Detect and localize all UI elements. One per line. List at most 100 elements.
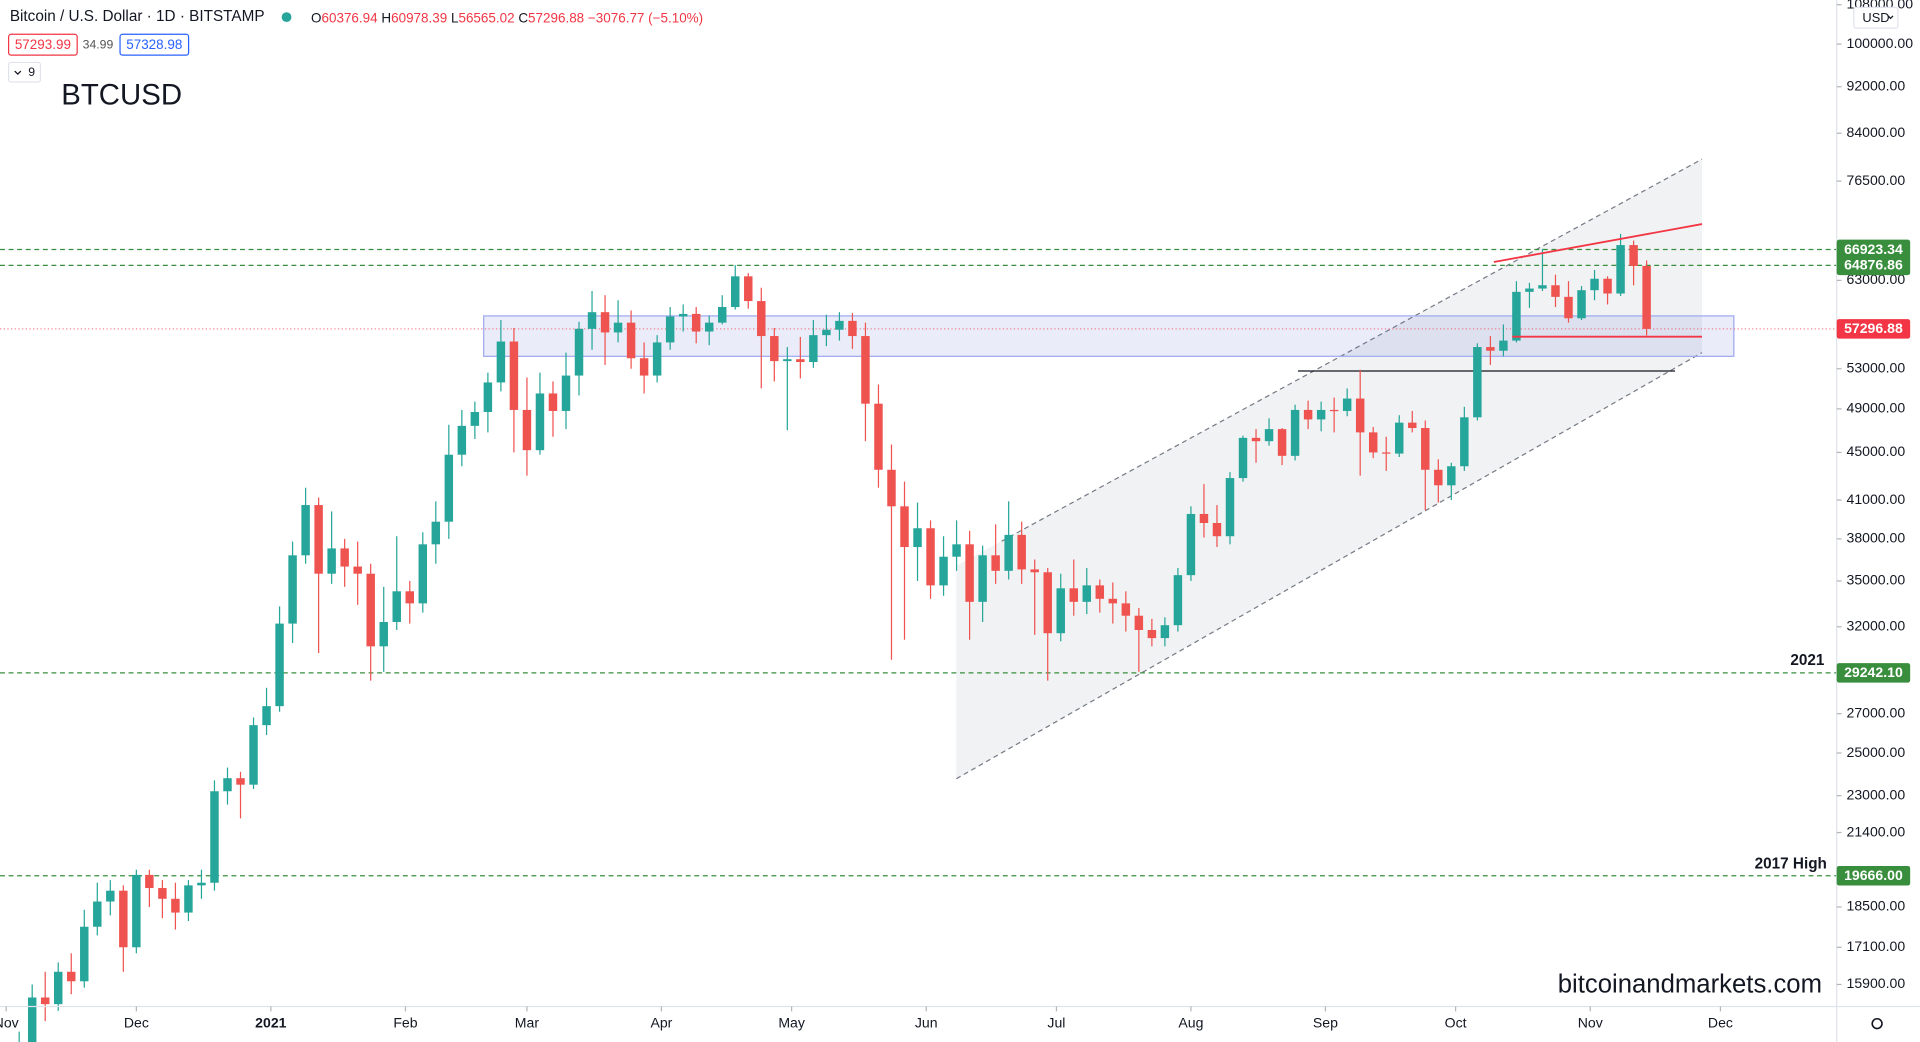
price-label-box [1836,239,1911,260]
x-tick-label: Apr [650,1014,672,1030]
price-label: 66923.34 [1844,241,1903,257]
candle-body [1642,265,1651,329]
candle-body [678,313,688,317]
candle-body [1108,598,1118,604]
y-tick-label: 84000.00 [1846,124,1905,140]
candle-body [1421,428,1430,470]
settings-icon[interactable] [1871,1017,1883,1030]
candle-body [1395,422,1404,454]
y-tick-label: 15900.00 [1846,975,1905,991]
y-tick-label: 21400.00 [1846,823,1905,839]
y-tick-label: 23000.00 [1846,786,1905,802]
ask[interactable]: 57328.98 [126,37,182,52]
candle-body [1355,398,1365,433]
x-tick-label: 2021 [255,1014,286,1030]
candle-body [1329,409,1339,412]
x-tick-label: Nov [0,1014,19,1030]
candle-body [1434,469,1443,486]
candle-body [900,506,909,548]
candle-body [574,328,584,376]
candle-body [1251,437,1261,442]
candle-body [470,412,480,426]
candle-body [652,342,662,376]
y-tick-label: 45000.00 [1846,443,1905,459]
candle-body [887,469,896,507]
y-tick-label: 49000.00 [1846,400,1905,416]
ohlc: O60376.94 H60978.39 L56565.02 C57296.88 … [311,10,703,25]
currency-button[interactable] [1853,6,1899,29]
candle-body [717,307,727,323]
candle-body [275,623,284,707]
candle-body [145,874,154,889]
candle-body [1616,245,1625,294]
candle-body [952,544,961,557]
candle-body [366,573,375,647]
y-tick-label: 100000.00 [1846,35,1913,51]
candle-body [418,544,428,604]
price-label-box [1836,319,1911,339]
candle-body [1043,572,1052,634]
candle-body [496,341,506,383]
spread: 34.99 [83,38,114,52]
x-tick-label: Dec [1708,1014,1733,1030]
indicators-toggle[interactable] [7,61,42,83]
candle-body [457,425,467,455]
candle-body [783,359,792,362]
candle-body [223,778,232,792]
bid[interactable]: 57293.99 [15,37,71,52]
candle-body [874,403,883,470]
y-tick-label: 27000.00 [1846,704,1905,720]
ohlc-key: H [381,10,391,25]
candle-body [1082,585,1092,602]
buy-box[interactable] [119,33,190,56]
ohlc-key: L [451,10,459,25]
candle-body [965,544,974,602]
candle-body [93,901,102,927]
price-label-box [1836,663,1911,683]
price-label: 29242.10 [1844,664,1903,680]
drawings-top [1493,223,1703,338]
candle-body [171,898,180,913]
candle-body [327,548,336,574]
currency[interactable]: USD [1862,10,1889,25]
x-tick-label: Aug [1178,1014,1203,1030]
candle-body [1512,291,1521,341]
candle-body [587,312,597,329]
candle-body [991,555,1000,571]
ohlc-value: 57296.88 [528,10,584,25]
ohlc-key: C [518,10,528,25]
site-watermark: bitcoinandmarkets.com [1558,970,1822,998]
candle-body [1408,422,1417,429]
candle-body [939,556,948,586]
y-tick-label: 32000.00 [1846,618,1905,634]
trendline [1493,223,1703,263]
candle-body [431,521,441,545]
x-tick-label: Nov [1578,1014,1603,1030]
candle-body [379,622,388,647]
chevron [1887,15,1894,20]
candle-body [27,997,37,1042]
candle-body [535,393,545,451]
candle-body [796,359,805,363]
candle-body [509,341,519,410]
ohlc-value: 60978.39 [391,10,447,25]
x-tick-label: Jun [915,1014,938,1030]
candle-body [835,320,844,330]
candle-body [301,505,310,556]
candle-body [1186,513,1196,576]
x-tick-label: Feb [393,1014,417,1030]
x-tick-label: Mar [515,1014,540,1030]
candle-body [691,313,701,332]
candle-body [1342,398,1352,411]
annotation: 2017 High [1755,856,1827,873]
candle-body [158,888,167,899]
candle-body [913,528,922,548]
candle-body [1212,523,1222,537]
candle-body [1486,347,1495,351]
candle-body [483,382,493,413]
candle-body [54,971,63,1005]
sell-box[interactable] [7,33,78,56]
y-tick-label: 38000.00 [1846,530,1905,546]
